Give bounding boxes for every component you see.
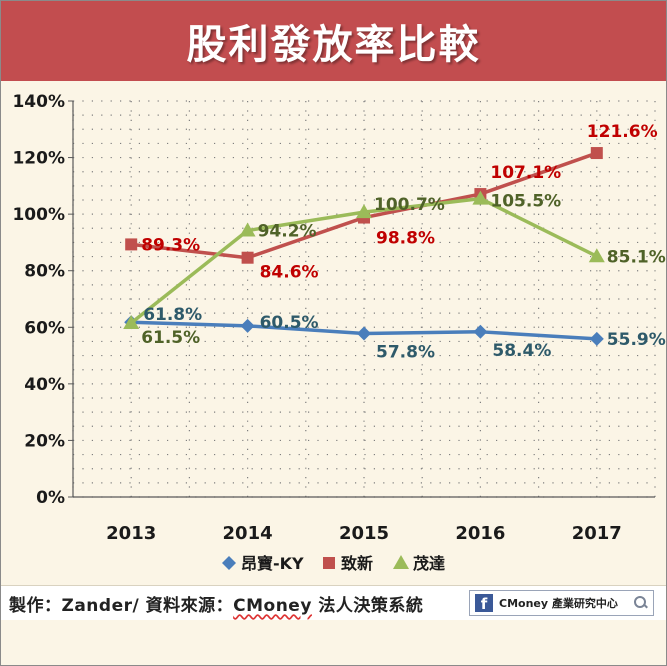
data-label: 107.1% [490, 163, 561, 183]
data-label: 121.6% [587, 122, 658, 142]
legend-marker-diamond [222, 556, 236, 570]
y-tick-label: 120% [12, 149, 65, 169]
credit-brand: CMoney [233, 596, 312, 616]
y-tick-label: 140% [12, 92, 65, 112]
x-tick-label: 2015 [339, 523, 389, 544]
line-chart: 0% 20% 40% 60% 80% 100% 120% 140% 2013 2014 2015 20… [12, 92, 666, 573]
legend-label: 致新 [341, 554, 373, 573]
x-tick-label: 2017 [572, 523, 622, 544]
x-tick-label: 2014 [223, 523, 273, 544]
data-label: 94.2% [258, 222, 317, 242]
x-tick-label: 2016 [455, 523, 505, 544]
legend-marker-square [323, 557, 335, 569]
data-label: 100.7% [374, 195, 445, 215]
source-credit: 製作：Zander/ 資料來源：CMoney 法人決策系統 [9, 591, 423, 616]
legend: 昂寶-KY 致新 茂達 [222, 554, 445, 573]
legend-label: 昂寶-KY [241, 554, 304, 573]
data-label: 89.3% [141, 235, 200, 255]
search-icon[interactable] [633, 595, 649, 611]
x-tick-label: 2013 [106, 523, 156, 544]
data-point-triangle [356, 204, 372, 219]
footer: 製作：Zander/ 資料來源：CMoney 法人決策系統 f CMoney 產… [1, 585, 666, 620]
facebook-icon: f [475, 594, 493, 612]
data-point-triangle [588, 248, 605, 263]
facebook-page-badge[interactable]: f CMoney 產業研究中心 [469, 590, 654, 616]
data-label: 61.5% [141, 328, 200, 348]
data-point-diamond [473, 324, 488, 339]
data-label: 58.4% [492, 341, 551, 361]
data-point-triangle [472, 190, 489, 205]
data-point-triangle [239, 222, 256, 237]
legend-label: 茂達 [413, 554, 445, 573]
data-point-square [125, 238, 138, 251]
data-label: 84.6% [260, 263, 319, 283]
series-3 [123, 190, 605, 330]
data-label: 57.8% [376, 343, 435, 363]
data-point-square [241, 251, 254, 264]
grid [72, 100, 656, 498]
data-label: 61.8% [143, 305, 202, 325]
title-bar: 股利發放率比較 [1, 1, 666, 81]
y-tick-label: 60% [24, 318, 65, 338]
data-label: 98.8% [376, 229, 435, 249]
y-tick-label: 100% [12, 205, 65, 225]
data-point-triangle [123, 315, 140, 330]
data-point-diamond [589, 331, 604, 346]
credit-suffix: 法人決策系統 [311, 596, 424, 616]
data-label: 60.5% [260, 313, 319, 333]
data-label: 55.9% [607, 330, 666, 350]
facebook-page-name: CMoney 產業研究中心 [499, 597, 618, 610]
data-point-diamond [240, 318, 255, 333]
y-tick-label: 40% [24, 375, 65, 395]
y-tick-label: 20% [24, 431, 65, 451]
y-tick-label: 80% [24, 262, 65, 282]
data-point-diamond [357, 326, 371, 341]
legend-marker-triangle [393, 555, 409, 569]
chart-title: 股利發放率比較 [186, 22, 481, 68]
data-label: 85.1% [607, 247, 666, 267]
data-label: 105.5% [490, 192, 561, 212]
data-point-square [590, 147, 603, 160]
credit-prefix: 製作：Zander/ 資料來源： [9, 596, 234, 616]
y-tick-label: 0% [36, 488, 65, 508]
